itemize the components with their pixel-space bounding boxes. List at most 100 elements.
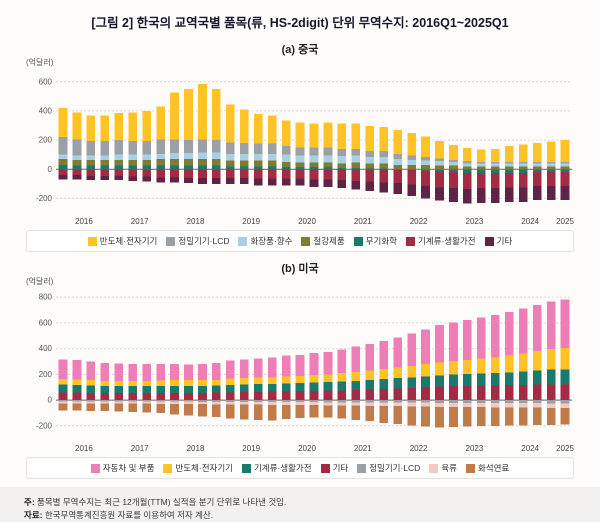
svg-text:-200: -200 [36,421,53,430]
svg-text:2019: 2019 [242,217,260,226]
bar-segment [58,159,68,165]
bar-segment [267,391,277,401]
bar-segment [532,370,542,385]
bar-segment [490,163,500,167]
svg-text:2025: 2025 [556,217,574,226]
legend-item: 반도체·전자기기 [87,235,157,247]
bar-segment [100,175,110,181]
bar-segment [309,400,319,403]
legend-item: 화장품·향수 [238,235,292,247]
bar-segment [421,136,430,157]
bar-segment [239,153,249,161]
bar-segment [449,188,458,203]
bar-segment [323,374,333,383]
bar-segment [477,407,486,427]
bar-segment [281,120,291,146]
bar-segment [379,402,389,407]
bar-segment [393,378,402,389]
bar-segment [379,156,389,164]
bar-segment [58,359,68,379]
bar-segment [504,187,514,203]
bar-segment [281,169,291,179]
bar-segment [281,145,291,155]
bar-segment [212,178,221,184]
bar-segment [463,385,472,401]
bar-segment [184,169,193,178]
legend-item: 기타 [484,235,512,247]
bar-segment [281,376,291,384]
bar-segment [337,400,347,403]
bar-segment [295,155,305,163]
legend-swatch [405,236,415,246]
bar-segment [546,169,556,173]
bar-segment [351,123,361,149]
legend-swatch [163,463,173,473]
x-axis-labels: 2016 2017 2018 2019 2020 2021 2022 2023 2024 2025 [75,217,574,226]
svg-text:200: 200 [39,136,53,145]
bar-segment [393,337,402,368]
bar-segment [463,166,472,170]
bar-segment [490,169,500,173]
bar-segment [365,151,375,157]
bar-segment [323,390,333,401]
bar-segment [435,171,444,188]
bar-segment [128,165,138,170]
chart-a-legend: 반도체·전자기기 정밀기기·LCD 화장품·향수 철강제품 무기화학 기계류·생활가전 기타 [26,230,574,252]
bar-segment [393,367,402,379]
bar-segment [351,400,361,403]
bar-segment [156,393,165,401]
bar-segment [421,169,430,171]
bar-segment [100,385,110,394]
bar-segment [86,140,96,156]
bar-segment [226,360,235,379]
bar-segment [477,149,486,162]
bar-segment [156,385,165,394]
bar-segment [114,165,124,170]
bar-segment [351,402,361,406]
bar-segment [546,186,556,200]
bar-segment [504,403,514,408]
bar-segment [114,385,124,394]
bar-segment [184,140,193,154]
bar-segment [323,147,333,156]
bar-segment [379,341,389,369]
bar-segment [449,374,458,387]
bar-segment [504,385,514,401]
bar-segment [72,360,82,380]
bar-segment [560,400,570,404]
bar-segment [253,404,263,420]
bar-segment [435,140,444,159]
bar-segment [128,112,138,141]
legend-label: 무기화학 [365,236,397,246]
bar-segment [337,148,347,157]
bar-segment [518,169,528,173]
bar-segment [463,161,472,164]
legend-item: 자동차 및 부품 [90,462,154,474]
bar-segment [477,163,486,167]
legend-item: 정밀기기·LCD [357,462,420,474]
bar-segment [198,165,207,170]
bar-segment [393,388,402,401]
bar-segment [532,143,542,162]
bar-segment [560,163,570,167]
bar-segment [100,400,110,402]
chart-a-unit-label: (억달러) [26,58,54,67]
bar-segment [323,155,333,163]
bar-segment [253,113,263,144]
bar-segment [212,385,221,393]
bar-segment [170,159,179,166]
bar-segment [86,385,96,393]
bar-segment [393,406,402,425]
bar-segment [156,380,165,386]
bar-segment [365,370,375,381]
bar-segment [226,160,235,167]
bar-segment [546,400,556,404]
bar-segment [365,389,375,401]
bar-segment [337,167,347,170]
bar-segment [435,362,444,376]
bar-segment [184,178,193,184]
bar-segment [72,175,82,180]
bar-segment [142,140,151,155]
bar-segment [421,164,430,170]
